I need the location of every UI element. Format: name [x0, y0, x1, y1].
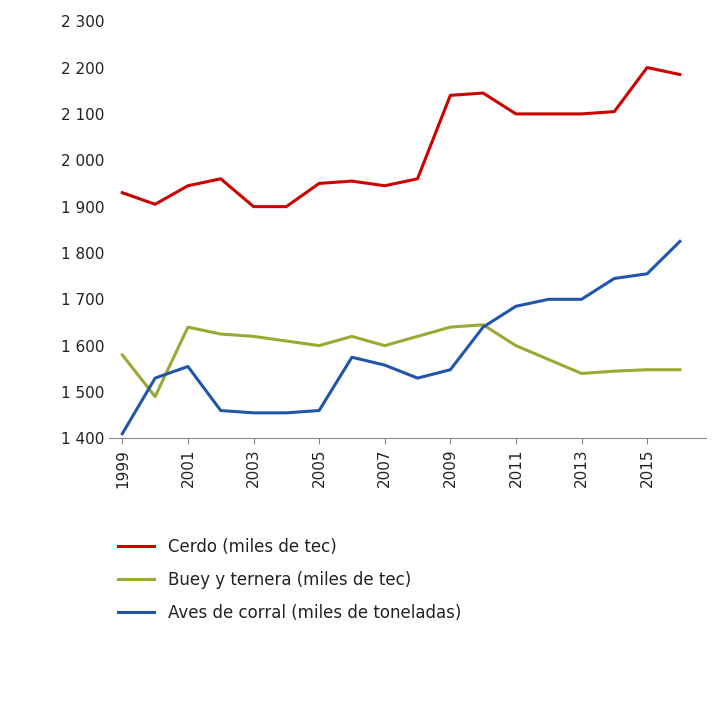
Legend: Cerdo (miles de tec), Buey y ternera (miles de tec), Aves de corral (miles de to: Cerdo (miles de tec), Buey y ternera (mi… [117, 539, 461, 622]
